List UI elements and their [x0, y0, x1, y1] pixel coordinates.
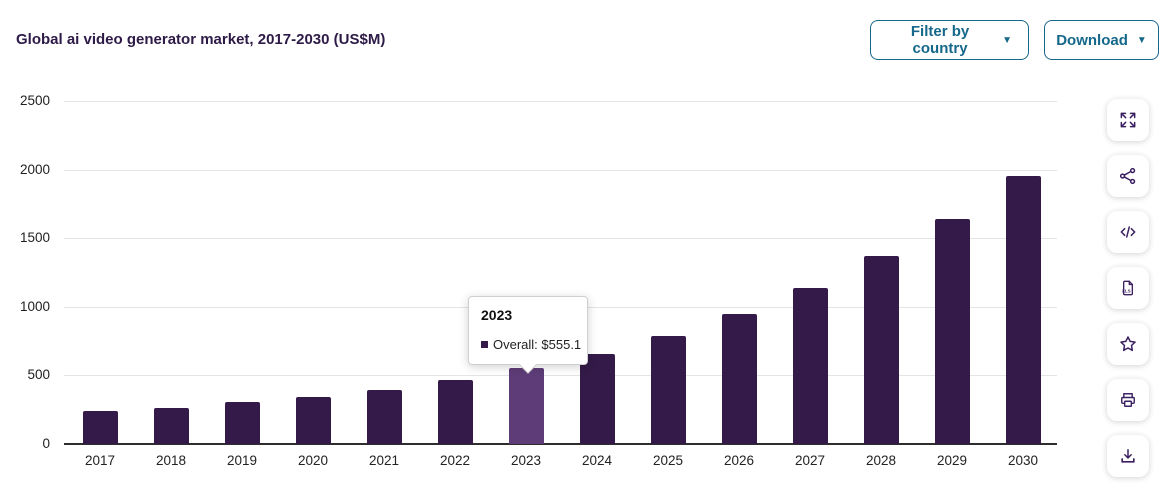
- x-axis-tick-label: 2022: [439, 453, 471, 468]
- series-swatch-icon: [481, 341, 488, 348]
- favorite-button[interactable]: [1107, 323, 1149, 365]
- print-icon: [1118, 390, 1138, 410]
- y-axis-tick-label: 1500: [19, 230, 50, 246]
- bar-2029[interactable]: [934, 218, 970, 444]
- svg-text:XLS: XLS: [1122, 289, 1131, 294]
- bar-2028[interactable]: [863, 256, 899, 444]
- tooltip-value: Overall: $555.1: [493, 337, 582, 352]
- chevron-down-icon: ▼: [1136, 35, 1147, 46]
- x-axis-tick-label: 2019: [226, 453, 258, 468]
- x-axis-tick-label: 2029: [936, 453, 968, 468]
- gridline: [64, 238, 1057, 240]
- tooltip-year: 2023: [481, 307, 513, 323]
- bar-2023[interactable]: [508, 367, 544, 444]
- y-axis-tick-label: 2000: [19, 161, 50, 177]
- chart-title: Global ai video generator market, 2017-2…: [16, 31, 386, 48]
- bar-2024[interactable]: [579, 354, 615, 444]
- gridline: [64, 101, 1057, 102]
- bar-2018[interactable]: [153, 407, 189, 444]
- y-axis-tick-label: 0: [42, 436, 50, 451]
- print-button[interactable]: [1107, 379, 1149, 421]
- chevron-down-icon: ▼: [1002, 35, 1012, 46]
- filter-by-country-label: Filter by country: [910, 23, 970, 57]
- gridline: [64, 169, 1057, 171]
- bar-2026[interactable]: [721, 314, 757, 444]
- x-axis-tick-label: 2028: [865, 453, 897, 468]
- download-image-button[interactable]: [1107, 435, 1149, 477]
- x-axis-tick-label: 2021: [368, 453, 400, 468]
- bar-2017[interactable]: [82, 411, 118, 444]
- y-axis-tick-label: 2500: [19, 93, 50, 108]
- x-axis-tick-label: 2027: [794, 453, 826, 468]
- download-image-icon: [1118, 446, 1138, 466]
- fullscreen-icon: [1118, 110, 1138, 130]
- share-icon: [1118, 166, 1138, 186]
- x-axis-tick-label: 2025: [652, 453, 684, 468]
- bar-2022[interactable]: [437, 379, 473, 444]
- bar-2025[interactable]: [650, 336, 686, 444]
- share-button[interactable]: [1107, 155, 1149, 197]
- x-axis-tick-label: 2023: [510, 453, 542, 468]
- download-button[interactable]: Download ▼: [1044, 20, 1159, 60]
- x-axis-line: [64, 443, 1057, 445]
- xls-file-icon: XLS: [1118, 278, 1138, 298]
- x-axis-tick-label: 2030: [1007, 453, 1039, 468]
- export-xls-button[interactable]: XLS: [1107, 267, 1149, 309]
- embed-code-icon: [1118, 222, 1138, 242]
- bar-2030[interactable]: [1005, 175, 1041, 444]
- filter-by-country-button[interactable]: Filter by country ▼: [870, 20, 1029, 60]
- bar-2020[interactable]: [295, 396, 331, 444]
- gridline: [64, 375, 1057, 377]
- chart-tooltip: 2023 Overall: $555.1: [468, 296, 588, 365]
- bar-2027[interactable]: [792, 287, 828, 444]
- fullscreen-button[interactable]: [1107, 99, 1149, 141]
- x-axis-tick-label: 2026: [723, 453, 755, 468]
- download-label: Download: [1056, 31, 1128, 49]
- x-axis-tick-label: 2024: [581, 453, 613, 468]
- bar-2021[interactable]: [366, 389, 402, 444]
- bar-2019[interactable]: [224, 402, 260, 444]
- y-axis-tick-label: 500: [27, 367, 50, 383]
- y-axis-tick-label: 1000: [19, 298, 50, 314]
- x-axis-tick-label: 2017: [84, 453, 116, 468]
- x-axis-tick-label: 2018: [155, 453, 187, 468]
- favorite-star-icon: [1118, 334, 1138, 354]
- x-axis-tick-label: 2020: [297, 453, 329, 468]
- embed-code-button[interactable]: [1107, 211, 1149, 253]
